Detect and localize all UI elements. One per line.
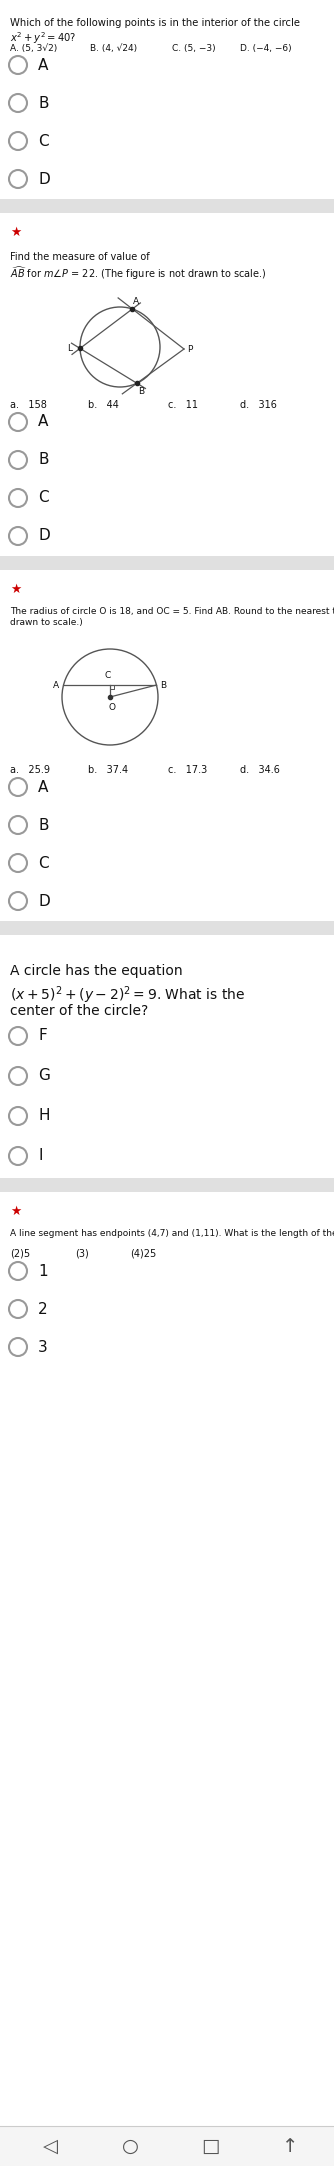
Text: A circle has the equation: A circle has the equation xyxy=(10,964,183,979)
Text: H: H xyxy=(38,1109,49,1124)
Text: drawn to scale.): drawn to scale.) xyxy=(10,617,83,626)
Text: Which of the following points is in the interior of the circle: Which of the following points is in the … xyxy=(10,17,303,28)
Text: b.   44: b. 44 xyxy=(88,401,119,409)
Text: A. (5, 3√2): A. (5, 3√2) xyxy=(10,43,57,52)
Text: ★: ★ xyxy=(10,225,21,238)
Text: center of the circle?: center of the circle? xyxy=(10,1005,148,1018)
Text: L: L xyxy=(67,344,72,353)
Text: ↑: ↑ xyxy=(282,2136,298,2155)
Bar xyxy=(0,557,334,570)
Text: $x^2 + y^2 = 40$?: $x^2 + y^2 = 40$? xyxy=(10,30,76,45)
Text: D: D xyxy=(38,895,50,908)
Text: The radius of circle O is 18, and OC = 5. Find AB. Round to the nearest tenth, i: The radius of circle O is 18, and OC = 5… xyxy=(10,606,334,615)
Text: ◁: ◁ xyxy=(42,2136,57,2155)
Text: $(x+5)^2+(y-2)^2=9$. What is the: $(x+5)^2+(y-2)^2=9$. What is the xyxy=(10,983,245,1005)
Text: C: C xyxy=(38,856,49,871)
Text: C. (5, −3): C. (5, −3) xyxy=(172,43,216,52)
Text: A line segment has endpoints (4,7) and (1,11). What is the length of the segment: A line segment has endpoints (4,7) and (… xyxy=(10,1228,334,1239)
Text: (2)5: (2)5 xyxy=(10,1250,30,1258)
Text: G: G xyxy=(38,1068,50,1083)
Text: (4)25: (4)25 xyxy=(130,1250,156,1258)
Text: d.   34.6: d. 34.6 xyxy=(240,765,280,775)
Text: □: □ xyxy=(201,2136,219,2155)
Text: c.   11: c. 11 xyxy=(168,401,198,409)
Text: ○: ○ xyxy=(122,2136,139,2155)
Text: P: P xyxy=(187,344,192,353)
Text: A: A xyxy=(38,414,48,429)
Text: A: A xyxy=(38,780,48,795)
Bar xyxy=(0,921,334,936)
Text: B: B xyxy=(160,680,167,689)
Text: C: C xyxy=(38,134,49,149)
Text: D: D xyxy=(38,529,50,544)
Text: $\widehat{AB}$ for $m\angle P$ = 22. (The figure is not drawn to scale.): $\widehat{AB}$ for $m\angle P$ = 22. (Th… xyxy=(10,264,267,282)
Text: D. (−4, −6): D. (−4, −6) xyxy=(240,43,292,52)
Text: A: A xyxy=(53,680,59,689)
Text: C: C xyxy=(38,490,49,505)
Text: B: B xyxy=(38,453,48,468)
Text: ★: ★ xyxy=(10,583,21,596)
Text: A: A xyxy=(38,58,48,71)
Text: B. (4, √24): B. (4, √24) xyxy=(90,43,137,52)
Text: B: B xyxy=(38,95,48,110)
Text: 3: 3 xyxy=(38,1339,48,1354)
Text: b.   37.4: b. 37.4 xyxy=(88,765,128,775)
Text: B: B xyxy=(138,388,144,396)
Bar xyxy=(0,199,334,212)
Text: A: A xyxy=(133,297,140,305)
Text: a.   25.9: a. 25.9 xyxy=(10,765,50,775)
Text: ★: ★ xyxy=(10,1204,21,1217)
Bar xyxy=(0,2127,334,2166)
Text: (3): (3) xyxy=(75,1250,89,1258)
Text: c.   17.3: c. 17.3 xyxy=(168,765,207,775)
Text: a.   158: a. 158 xyxy=(10,401,47,409)
Text: D: D xyxy=(38,171,50,186)
Text: F: F xyxy=(38,1029,47,1044)
Text: I: I xyxy=(38,1148,42,1163)
Text: 1: 1 xyxy=(38,1263,48,1278)
Text: C: C xyxy=(105,671,111,680)
Text: d.   316: d. 316 xyxy=(240,401,277,409)
Text: B: B xyxy=(38,817,48,832)
Text: Find the measure of value of: Find the measure of value of xyxy=(10,251,153,262)
Bar xyxy=(0,1178,334,1191)
Text: O: O xyxy=(109,704,116,713)
Text: 2: 2 xyxy=(38,1302,48,1317)
